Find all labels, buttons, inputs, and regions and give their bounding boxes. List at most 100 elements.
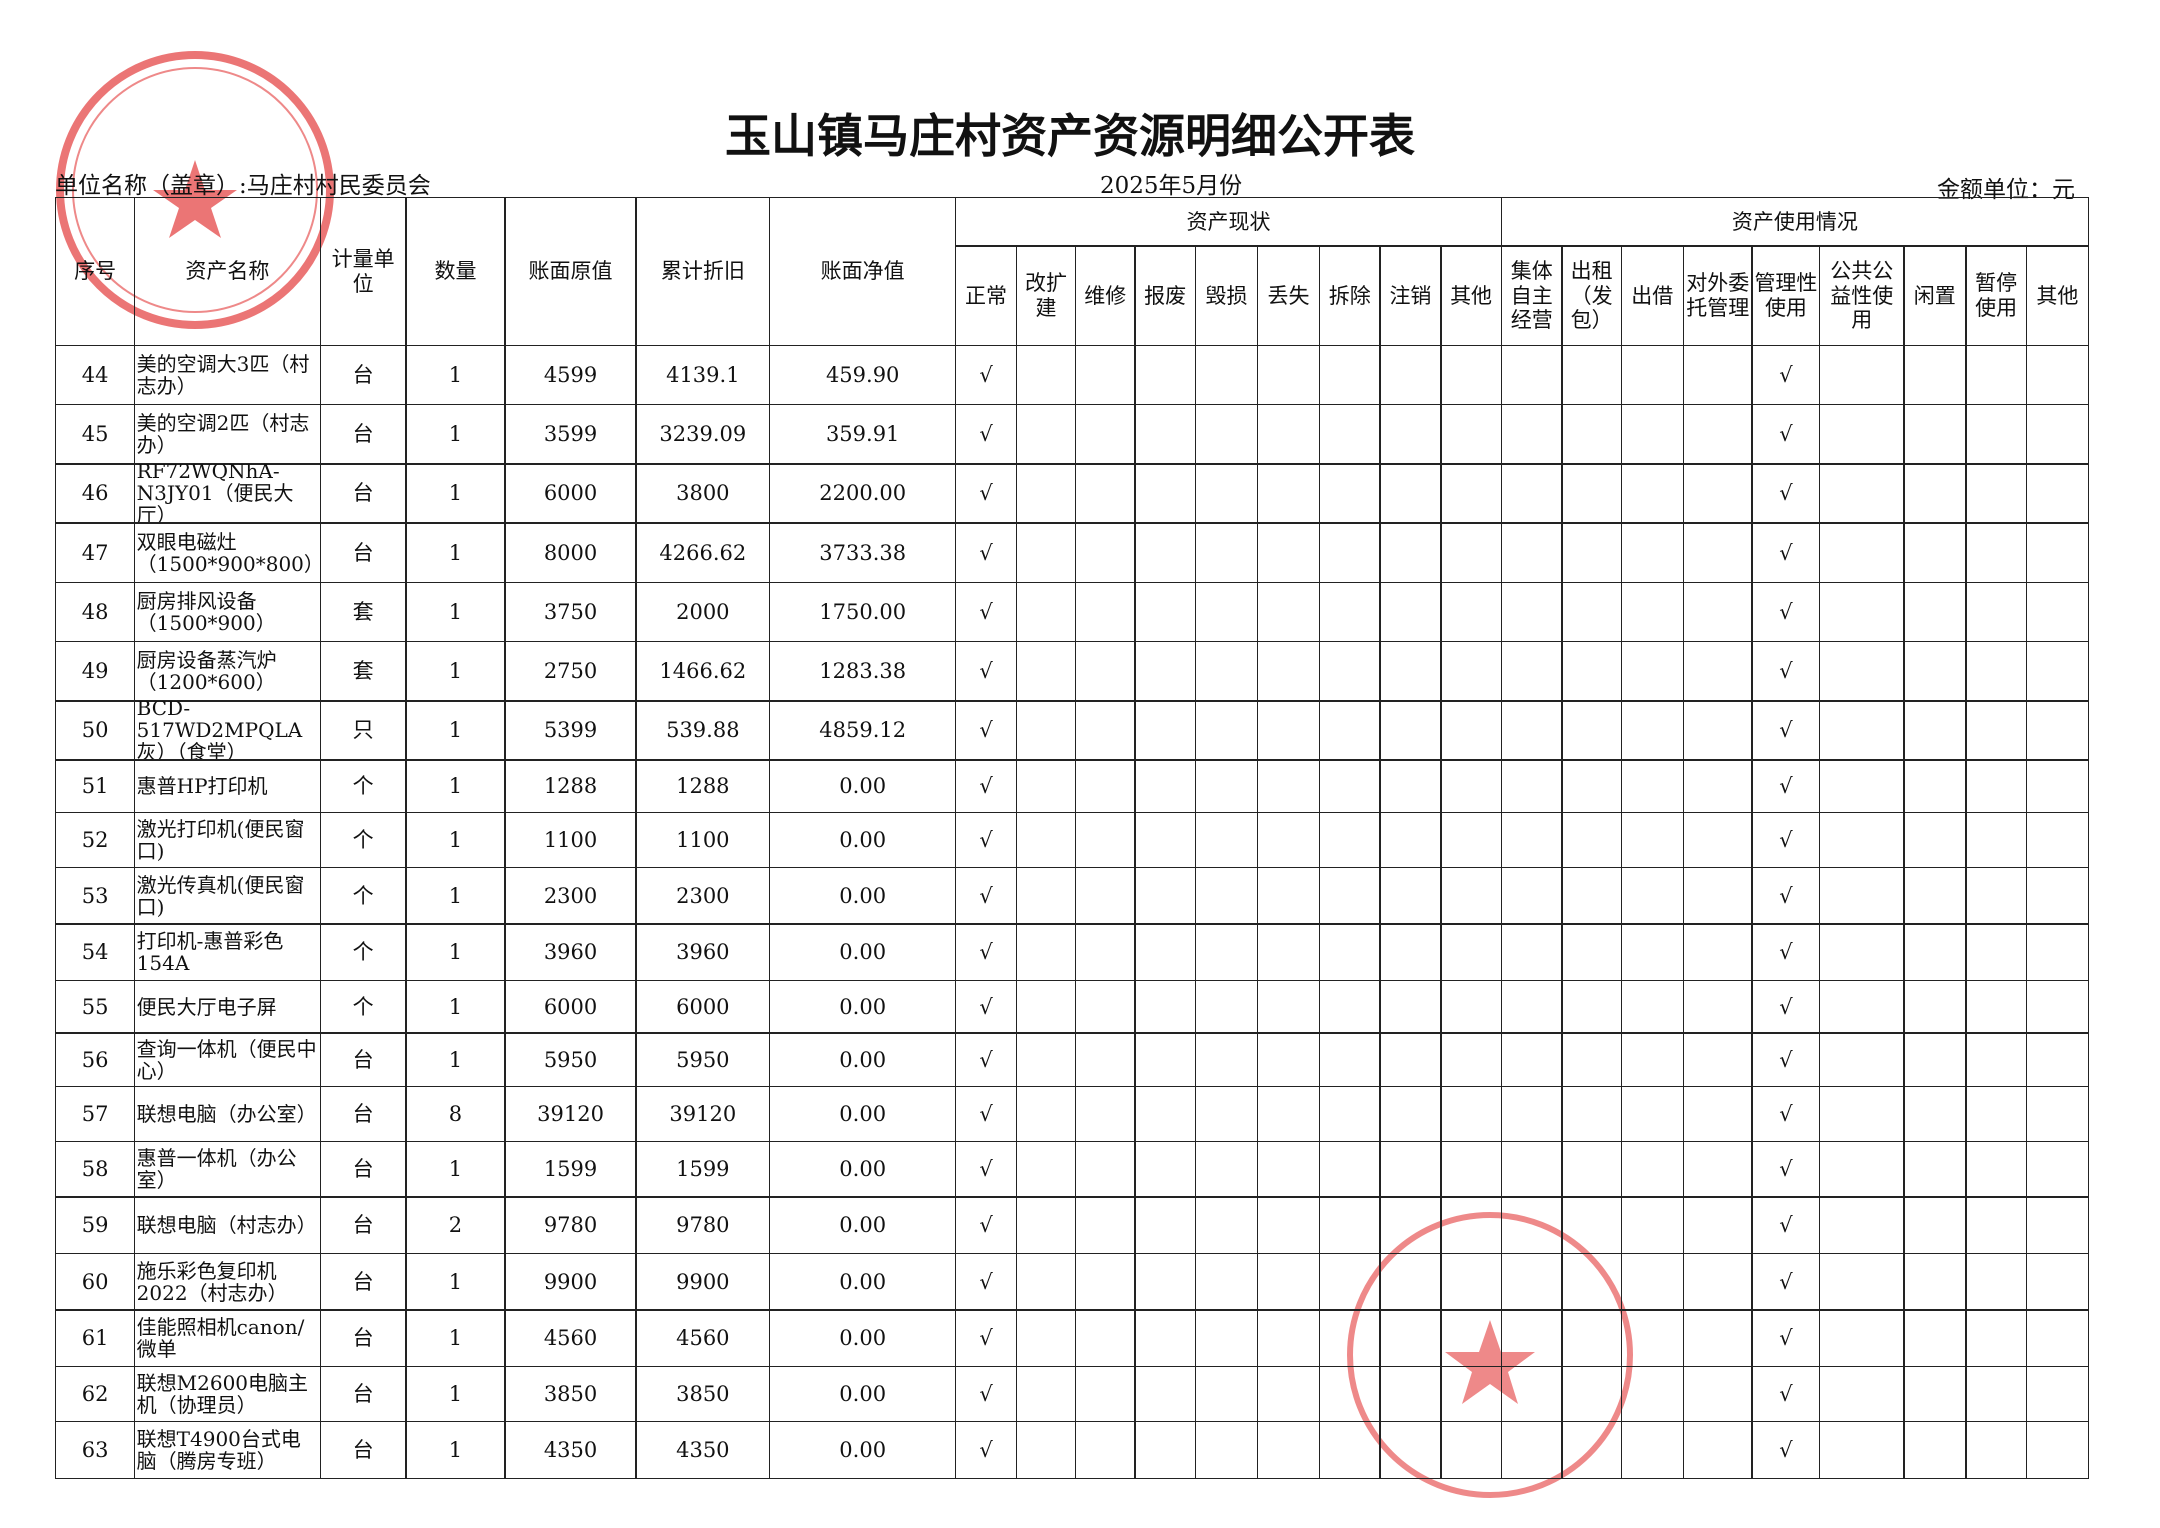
check-mark: √	[1751, 1085, 1821, 1143]
cell-net: 3733.38	[768, 522, 957, 583]
empty-cell	[1134, 923, 1197, 982]
empty-cell	[1379, 979, 1442, 1034]
cell-no: 47	[55, 522, 136, 583]
empty-cell	[1015, 1140, 1077, 1198]
cell-depreciation: 5950	[635, 1032, 771, 1088]
empty-cell	[2025, 1252, 2090, 1311]
empty-cell	[2025, 640, 2090, 702]
empty-cell	[1620, 581, 1685, 643]
empty-cell	[1256, 640, 1321, 702]
empty-cell	[1074, 979, 1136, 1034]
cell-unit: 套	[319, 640, 407, 702]
empty-cell	[1318, 1252, 1381, 1311]
check-mark: √	[1751, 1032, 1821, 1088]
empty-cell	[2025, 1365, 2090, 1423]
cell-original: 6000	[504, 979, 637, 1034]
empty-cell	[1194, 979, 1259, 1034]
empty-cell	[1256, 1140, 1321, 1198]
cell-depreciation: 39120	[635, 1085, 771, 1143]
empty-cell	[1818, 1365, 1905, 1423]
empty-cell	[1194, 1032, 1259, 1088]
cell-no: 60	[55, 1252, 136, 1311]
empty-cell	[1561, 1365, 1623, 1423]
cell-depreciation: 6000	[635, 979, 771, 1034]
check-mark: √	[954, 403, 1018, 465]
check-mark: √	[954, 866, 1018, 925]
empty-cell	[1903, 1032, 1967, 1088]
currency: 金额单位：元	[1937, 177, 2075, 203]
check-mark: √	[954, 700, 1018, 761]
empty-cell	[1818, 344, 1905, 406]
empty-cell	[1903, 1365, 1967, 1423]
empty-cell	[1318, 1085, 1381, 1143]
empty-cell	[1074, 811, 1136, 869]
empty-cell	[1818, 811, 1905, 869]
group-header: 资产现状	[954, 197, 1503, 247]
empty-cell	[1818, 640, 1905, 702]
empty-cell	[1015, 700, 1077, 761]
cell-depreciation: 3960	[635, 923, 771, 982]
empty-cell	[1379, 1309, 1442, 1368]
empty-cell	[1903, 1252, 1967, 1311]
column-header: 出借	[1620, 245, 1685, 346]
empty-cell	[1074, 1032, 1136, 1088]
empty-cell	[1074, 463, 1136, 524]
empty-cell	[1379, 1085, 1442, 1143]
cell-depreciation: 539.88	[635, 700, 771, 761]
empty-cell	[2025, 1309, 2090, 1368]
empty-cell	[1194, 700, 1259, 761]
empty-cell	[1818, 866, 1905, 925]
check-mark: √	[1751, 522, 1821, 583]
empty-cell	[1256, 522, 1321, 583]
column-header: 拆除	[1318, 245, 1381, 346]
empty-cell	[1074, 403, 1136, 465]
empty-cell	[1194, 1196, 1259, 1255]
cell-name: 激光打印机(便民窗口)	[133, 811, 322, 869]
empty-cell	[1500, 1085, 1563, 1143]
cell-name: 打印机-惠普彩色154A	[133, 923, 322, 982]
empty-cell	[1440, 923, 1503, 982]
empty-cell	[1965, 1085, 2028, 1143]
empty-cell	[1318, 581, 1381, 643]
cell-name: 激光传真机(便民窗口)	[133, 866, 322, 925]
empty-cell	[1194, 759, 1259, 814]
empty-cell	[1256, 581, 1321, 643]
empty-cell	[1194, 403, 1259, 465]
empty-cell	[1318, 979, 1381, 1034]
empty-cell	[1015, 1032, 1077, 1088]
empty-cell	[1903, 700, 1967, 761]
empty-cell	[1015, 759, 1077, 814]
cell-no: 45	[55, 403, 136, 465]
empty-cell	[1379, 1420, 1442, 1479]
empty-cell	[1561, 923, 1623, 982]
column-header: 暂停使用	[1965, 245, 2028, 346]
cell-original: 9780	[504, 1196, 637, 1255]
empty-cell	[1194, 640, 1259, 702]
empty-cell	[1256, 811, 1321, 869]
empty-cell	[1903, 866, 1967, 925]
empty-cell	[1965, 463, 2028, 524]
cell-name: 联想电脑（办公室）	[133, 1085, 322, 1143]
empty-cell	[1682, 403, 1753, 465]
empty-cell	[1194, 1085, 1259, 1143]
cell-name: 美的空调2匹（村志办）	[133, 403, 322, 465]
empty-cell	[1440, 1309, 1503, 1368]
cell-depreciation: 4139.1	[635, 344, 771, 406]
empty-cell	[1074, 522, 1136, 583]
check-mark: √	[954, 463, 1018, 524]
check-mark: √	[1751, 1420, 1821, 1479]
empty-cell	[1440, 403, 1503, 465]
column-header: 管理性使用	[1751, 245, 1821, 346]
empty-cell	[1903, 463, 1967, 524]
cell-original: 9900	[504, 1252, 637, 1311]
empty-cell	[1015, 463, 1077, 524]
empty-cell	[1318, 463, 1381, 524]
empty-cell	[1818, 463, 1905, 524]
check-mark: √	[954, 979, 1018, 1034]
empty-cell	[1318, 1309, 1381, 1368]
empty-cell	[1561, 979, 1623, 1034]
empty-cell	[1965, 1196, 2028, 1255]
empty-cell	[1903, 923, 1967, 982]
cell-name: 美的空调大3匹（村志办）	[133, 344, 322, 406]
cell-name: 惠普HP打印机	[133, 759, 322, 814]
